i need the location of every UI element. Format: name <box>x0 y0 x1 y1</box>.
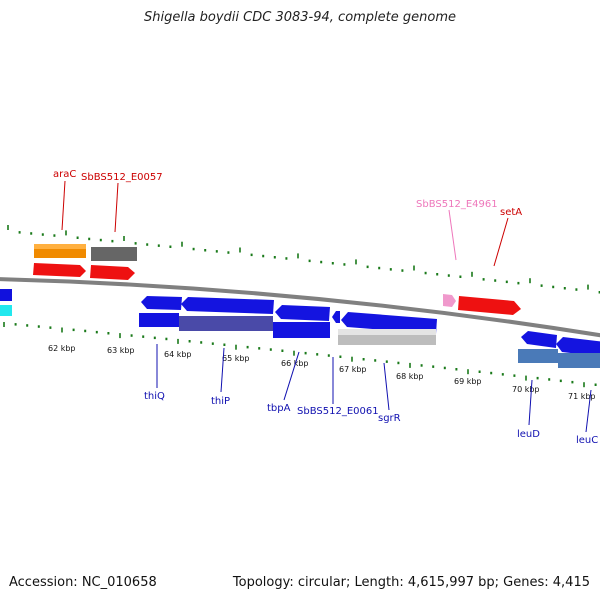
kbp-label: 63 kbp <box>107 346 135 355</box>
inner-tick-row <box>3 322 597 388</box>
map-title: Shigella boydii CDC 3083-94, complete ge… <box>143 10 457 25</box>
leader-leuD <box>528 379 533 426</box>
gene-label-thiQ[interactable]: thiQ <box>144 391 165 402</box>
gene-highlight <box>34 244 86 249</box>
leader-setA <box>493 217 509 267</box>
gene-leuC-arrow[interactable] <box>556 337 600 357</box>
kbp-label: 69 kbp <box>454 377 482 386</box>
gene-label-araC[interactable]: araC <box>53 169 76 180</box>
gene-label-e4961[interactable]: SbBS512_E4961 <box>416 199 498 210</box>
gene-label-leuC[interactable]: leuC <box>576 435 598 446</box>
kbp-label: 71 kbp <box>568 392 596 401</box>
gene-thiP-arrow[interactable] <box>181 297 274 314</box>
gene-cyan-arrow[interactable] <box>0 305 12 316</box>
gene-leu-box[interactable] <box>518 349 558 363</box>
gene-leu-box[interactable] <box>558 353 600 368</box>
gene-e0057-box[interactable] <box>91 247 137 261</box>
leader-lines <box>61 180 592 433</box>
gene-sgrR-arrow[interactable] <box>341 312 437 334</box>
gene-label-sgrR[interactable]: sgrR <box>378 413 401 424</box>
kbp-label: 66 kbp <box>281 359 309 368</box>
outer-tick-row <box>7 225 600 294</box>
topology-text: Topology: circular; Length: 4,615,997 bp… <box>232 575 590 590</box>
gene-e0061-arrow[interactable] <box>332 311 340 323</box>
gene-labels: araC SbBS512_E0057 SbBS512_E4961 setA th… <box>53 169 598 446</box>
gene-label-e0061[interactable]: SbBS512_E0061 <box>297 406 379 417</box>
gene-red-arrow[interactable] <box>33 263 86 277</box>
gene-label-thiP[interactable]: thiP <box>211 396 230 407</box>
kbp-label: 70 kbp <box>512 385 540 394</box>
gene-label-tbpA[interactable]: tbpA <box>267 403 291 414</box>
gene-highlight <box>338 329 436 335</box>
gene-red-arrow[interactable] <box>90 265 135 280</box>
kbp-label: 65 kbp <box>222 354 250 363</box>
accession-text: Accession: NC_010658 <box>9 575 157 590</box>
gene-e4961-arrow[interactable] <box>443 294 456 307</box>
gene-label-e0057[interactable]: SbBS512_E0057 <box>81 172 163 183</box>
leader-araC <box>61 180 66 231</box>
gene-leuD-arrow[interactable] <box>521 331 557 348</box>
bottom-genes <box>0 289 600 368</box>
genome-backbone <box>0 277 600 338</box>
gene-thi-operon-box[interactable] <box>179 316 273 331</box>
kbp-label: 64 kbp <box>164 350 192 359</box>
leader-tbpA <box>283 351 300 401</box>
leader-leuC <box>585 389 592 433</box>
gene-thi-operon-box[interactable] <box>273 322 330 338</box>
leader-thiP <box>220 347 225 393</box>
kbp-label: 68 kbp <box>396 372 424 381</box>
leader-sgrR <box>383 362 390 411</box>
top-genes <box>0 244 521 316</box>
gene-label-setA[interactable]: setA <box>500 207 522 218</box>
kbp-label: 62 kbp <box>48 344 76 353</box>
gene-left-blue[interactable] <box>0 289 12 301</box>
gene-setA-arrow[interactable] <box>458 296 521 315</box>
gene-thi-operon-box[interactable] <box>139 313 179 327</box>
gene-label-leuD[interactable]: leuD <box>517 429 540 440</box>
leader-e0057 <box>114 182 119 233</box>
gene-tbpA-arrow[interactable] <box>275 305 330 321</box>
gene-thiQ-arrow[interactable] <box>141 296 182 310</box>
kbp-scale: 62 kbp 63 kbp 64 kbp 65 kbp 66 kbp 67 kb… <box>48 344 596 401</box>
kbp-label: 67 kbp <box>339 365 367 374</box>
leader-e4961 <box>448 209 457 261</box>
